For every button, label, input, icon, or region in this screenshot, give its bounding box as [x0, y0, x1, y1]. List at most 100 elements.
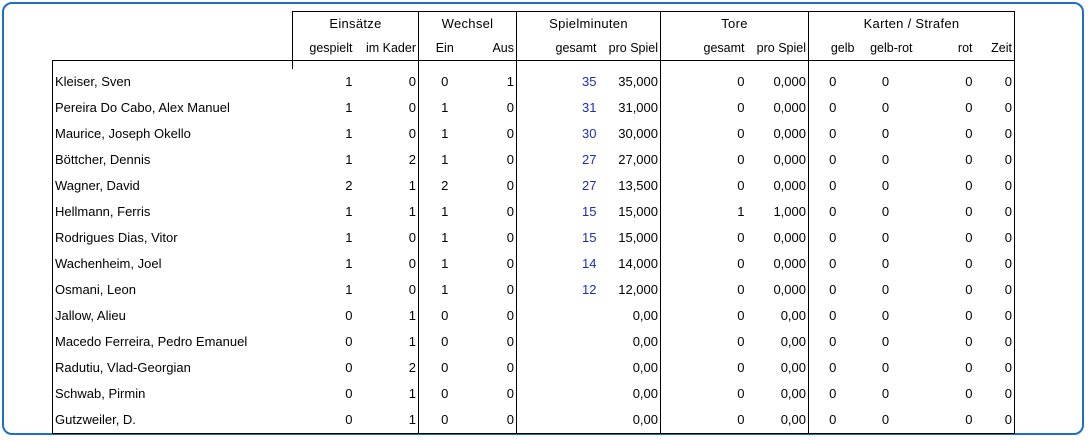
cell-ein: 1: [441, 230, 449, 245]
cell-ein: 0: [418, 407, 471, 434]
cell-minuten-pro-spiel: 0,00: [598, 303, 661, 329]
cell-ein: 1: [441, 126, 449, 141]
cell-im-kader: 1: [354, 173, 419, 199]
cell-rot: 0: [965, 204, 973, 219]
cell-im-kader: 0: [354, 225, 419, 251]
table-row: Pereira Do Cabo, Alex Manuel 1 0 1 0 31 31,000…: [52, 95, 1015, 121]
col-gespielt: gespielt: [292, 36, 355, 61]
cell-minuten-gesamt: [517, 303, 599, 329]
table-row: Macedo Ferreira, Pedro Emanuel 0 1 0 0 0,00 0 0…: [52, 329, 1015, 355]
cell-tore-pro-spiel: 0,000: [746, 173, 809, 199]
player-name: Wachenheim, Joel: [52, 251, 293, 277]
col-ein: Ein: [418, 36, 471, 61]
cell-minuten-pro-spiel: 15,000: [598, 225, 661, 251]
cell-gelb-rot: 0: [881, 360, 890, 375]
cell-rot: 0: [965, 360, 973, 375]
table-row: Radutiu, Vlad-Georgian 0 2 0 0 0,00 0 0,00 0 0 0 0: [52, 355, 1015, 381]
cell-gespielt: 1: [345, 204, 353, 219]
player-name: Hellmann, Ferris: [52, 199, 293, 225]
cell-ein: 1: [441, 152, 449, 167]
table-row: Wagner, David 2 1 2 0 27 13,500 0 0,000 0 0 0 0: [52, 173, 1015, 199]
cell-zeit: 0: [974, 199, 1015, 225]
header-spacer-row: [52, 60, 1015, 69]
cell-gelb-rot: 0: [881, 178, 890, 193]
cell-ein: 0: [441, 334, 449, 349]
cell-gelb: 0: [829, 386, 837, 401]
panel-frame: [2, 2, 1084, 435]
cell-ein: 1: [441, 256, 449, 271]
cell-aus: 0: [470, 303, 517, 329]
cell-aus: 0: [470, 277, 517, 303]
cell-minuten-pro-spiel: 0,00: [598, 381, 661, 407]
cell-gelb: 0: [829, 204, 837, 219]
col-im-kader: im Kader: [354, 36, 419, 61]
cell-gelb-rot: 0: [881, 204, 890, 219]
cell-gelb: 0: [829, 126, 837, 141]
cell-tore-pro-spiel: 0,00: [746, 381, 809, 407]
cell-zeit: 0: [974, 173, 1015, 199]
cell-gelb: 0: [829, 74, 837, 89]
cell-gelb: 0: [829, 282, 837, 297]
cell-zeit: 0: [974, 251, 1015, 277]
cell-minuten-gesamt: 31: [582, 100, 597, 115]
cell-tore-gesamt: 0: [737, 126, 745, 141]
cell-im-kader: 1: [354, 407, 419, 434]
cell-zeit: 0: [974, 121, 1015, 147]
cell-gelb: 0: [829, 360, 837, 375]
cell-rot: 0: [965, 256, 973, 271]
cell-tore-gesamt: 0: [737, 334, 745, 349]
cell-aus: 0: [470, 147, 517, 173]
player-stats-table: Einsätze Wechsel Spielminuten Tore Karte…: [52, 11, 1015, 434]
cell-gelb: 0: [829, 178, 837, 193]
player-name: Gutzweiler, D.: [52, 407, 293, 434]
cell-tore-gesamt: 0: [737, 308, 745, 323]
cell-gelb-rot: 0: [881, 308, 890, 323]
player-name: Böttcher, Dennis: [52, 147, 293, 173]
cell-aus: 0: [470, 381, 517, 407]
cell-tore-gesamt: 0: [737, 74, 745, 89]
cell-im-kader: 0: [354, 251, 419, 277]
cell-gespielt: 1: [345, 100, 353, 115]
cell-minuten-gesamt: 27: [582, 152, 597, 167]
cell-rot: 0: [965, 230, 973, 245]
cell-im-kader: 1: [354, 329, 419, 355]
cell-gelb-rot: 0: [881, 334, 890, 349]
cell-gelb-rot: 0: [881, 126, 890, 141]
group-einsaetze: Einsätze: [292, 11, 419, 36]
cell-minuten-gesamt: 12: [582, 282, 597, 297]
player-name: Pereira Do Cabo, Alex Manuel: [52, 95, 293, 121]
cell-ein: 1: [441, 282, 449, 297]
cell-gelb-rot: 0: [856, 407, 915, 434]
cell-tore-gesamt: 0: [737, 360, 745, 375]
cell-tore-pro-spiel: 0,000: [746, 95, 809, 121]
header-group-row: Einsätze Wechsel Spielminuten Tore Karte…: [53, 11, 1015, 36]
player-name: Jallow, Alieu: [52, 303, 293, 329]
cell-ein: 0: [441, 308, 449, 323]
header-column-row: gespielt im Kader Ein Aus gesamt pro Spi…: [53, 36, 1015, 61]
cell-minuten-pro-spiel: 35,000: [598, 69, 661, 95]
cell-zeit: 0: [974, 407, 1015, 434]
cell-gelb-rot: 0: [881, 386, 890, 401]
cell-minuten-pro-spiel: 27,000: [598, 147, 661, 173]
cell-zeit: 0: [974, 225, 1015, 251]
cell-zeit: 0: [974, 147, 1015, 173]
table-row: Hellmann, Ferris 1 1 1 0 15 15,000 1 1,000 0 0 0 0: [52, 199, 1015, 225]
cell-gespielt: 0: [345, 308, 353, 323]
cell-rot: 0: [965, 152, 973, 167]
cell-aus: 0: [470, 225, 517, 251]
table-row: Maurice, Joseph Okello 1 0 1 0 30 30,000 0 0,000…: [52, 121, 1015, 147]
cell-tore-gesamt: 0: [737, 282, 745, 297]
table-row: Wachenheim, Joel 1 0 1 0 14 14,000 0 0,000 0 0 0 0: [52, 251, 1015, 277]
cell-aus: 0: [470, 407, 517, 434]
cell-ein: 0: [441, 360, 449, 375]
cell-minuten-gesamt: [517, 355, 599, 381]
cell-aus: 0: [470, 121, 517, 147]
cell-gelb: 0: [808, 407, 857, 434]
cell-minuten-pro-spiel: 15,000: [598, 199, 661, 225]
table-row: Schwab, Pirmin 0 1 0 0 0,00 0 0,00 0 0 0 0: [52, 381, 1015, 407]
cell-gespielt: 1: [345, 230, 353, 245]
cell-gespielt: 1: [345, 74, 353, 89]
cell-gelb: 0: [829, 308, 837, 323]
cell-rot: 0: [965, 100, 973, 115]
table-row: Böttcher, Dennis 1 2 1 0 27 27,000 0 0,000 0 0 0 0: [52, 147, 1015, 173]
